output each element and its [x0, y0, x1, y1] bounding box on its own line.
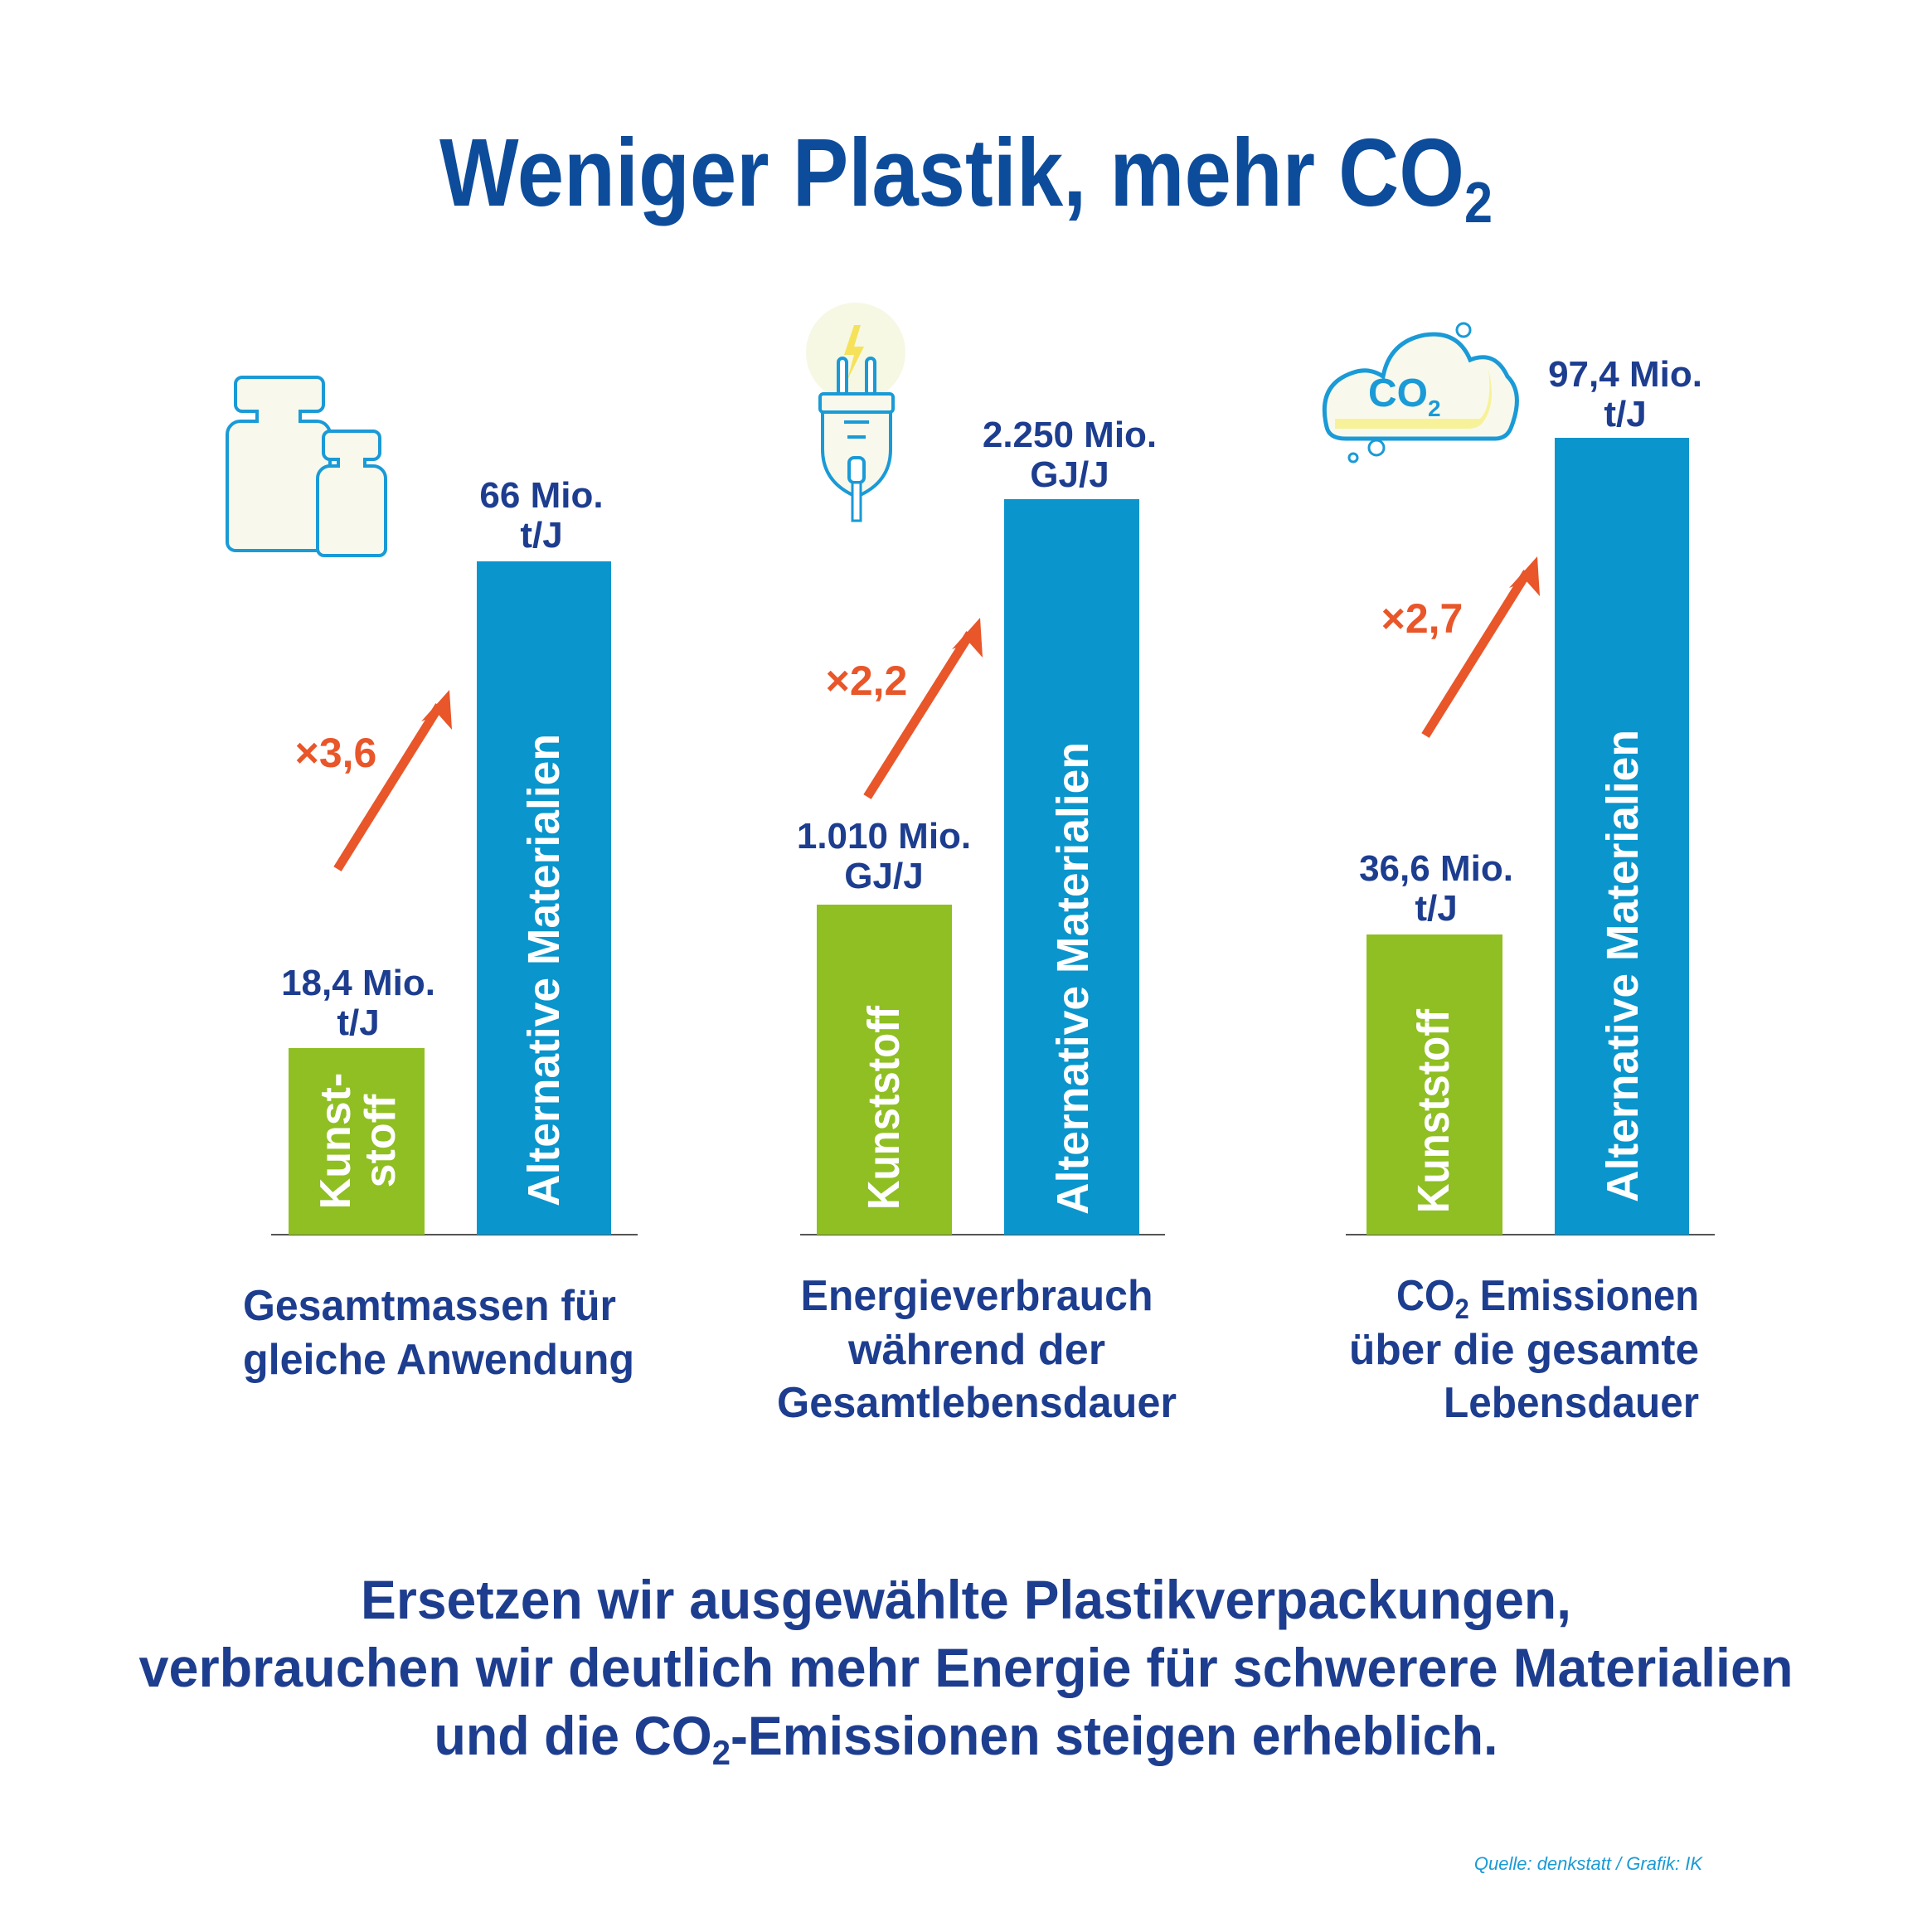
factor-label: ×2,7: [1381, 595, 1464, 642]
chart-caption: Gesamtmassen für: [243, 1282, 616, 1330]
chart-co2: CO2 Kunststoff Alternative Materialien 3…: [1322, 322, 1715, 1427]
value-label: 1.010 Mio.: [797, 816, 971, 857]
value-label: t/J: [520, 515, 562, 556]
chart-caption: gleiche Anwendung: [243, 1336, 634, 1384]
factor-label: ×2,2: [826, 658, 908, 704]
co2-cloud-icon: CO2: [1322, 322, 1519, 464]
page-title: Weniger Plastik, mehr CO2: [439, 119, 1493, 235]
arrow-icon: [333, 690, 452, 871]
title-text: Weniger Plastik, mehr CO: [439, 119, 1464, 226]
value-label: 36,6 Mio.: [1359, 848, 1513, 889]
bar-alternative: [1555, 438, 1689, 1235]
bar-alternative: [1004, 499, 1139, 1235]
conclusion-line: und die CO2-Emissionen steigen erheblich…: [434, 1705, 1498, 1772]
bar-label: stoff: [357, 1094, 405, 1187]
conclusion-line: verbrauchen wir deutlich mehr Energie fü…: [139, 1637, 1794, 1698]
arrow-icon: [863, 618, 983, 799]
value-label: 66 Mio.: [479, 475, 603, 516]
title-subscript: 2: [1464, 170, 1493, 235]
source-note: Quelle: denkstatt / Grafik: IK: [1474, 1853, 1703, 1874]
bar-label: Alternative Materialien: [519, 734, 569, 1206]
bar-kunststoff: [817, 905, 952, 1235]
chart-caption: während der: [847, 1326, 1105, 1374]
value-label: 97,4 Mio.: [1548, 354, 1702, 395]
bar-label: Kunst-: [312, 1073, 360, 1210]
value-label: t/J: [1604, 394, 1646, 434]
chart-mass: Kunst- stoff Alternative Materialien 18,…: [226, 376, 638, 1384]
bar-label: Alternative Materialien: [1598, 730, 1648, 1202]
bar-kunststoff: [289, 1048, 425, 1235]
co2-icon-text: CO2: [1368, 371, 1441, 421]
bar-label: Alternative Materialien: [1048, 742, 1098, 1215]
bar-label: Kunststoff: [859, 1005, 909, 1210]
conclusion-line: Ersetzen wir ausgewählte Plastikverpacku…: [361, 1569, 1571, 1630]
value-label: 2.250 Mio.: [983, 415, 1157, 455]
chart-caption: Energieverbrauch: [801, 1272, 1153, 1320]
bar-kunststoff: [1366, 934, 1502, 1235]
chart-caption: Lebensdauer: [1444, 1379, 1699, 1427]
chart-energy: Kunststoff Alternative Materialien 1.010…: [777, 303, 1177, 1427]
bar-alternative: [477, 561, 611, 1235]
factor-label: ×3,6: [295, 730, 377, 776]
value-label: 18,4 Mio.: [281, 963, 435, 1003]
chart-caption: CO2 Emissionen: [1396, 1272, 1699, 1325]
power-plug-icon: [806, 303, 905, 522]
value-label: GJ/J: [844, 856, 923, 896]
bar-label: Kunststoff: [1409, 1008, 1459, 1213]
arrow-icon: [1421, 556, 1540, 738]
weights-icon: [226, 376, 387, 557]
value-label: t/J: [1415, 888, 1457, 929]
chart-caption: Gesamtlebensdauer: [777, 1379, 1177, 1427]
value-label: t/J: [337, 1002, 379, 1043]
chart-caption: über die gesamte: [1349, 1326, 1699, 1374]
value-label: GJ/J: [1030, 454, 1109, 495]
